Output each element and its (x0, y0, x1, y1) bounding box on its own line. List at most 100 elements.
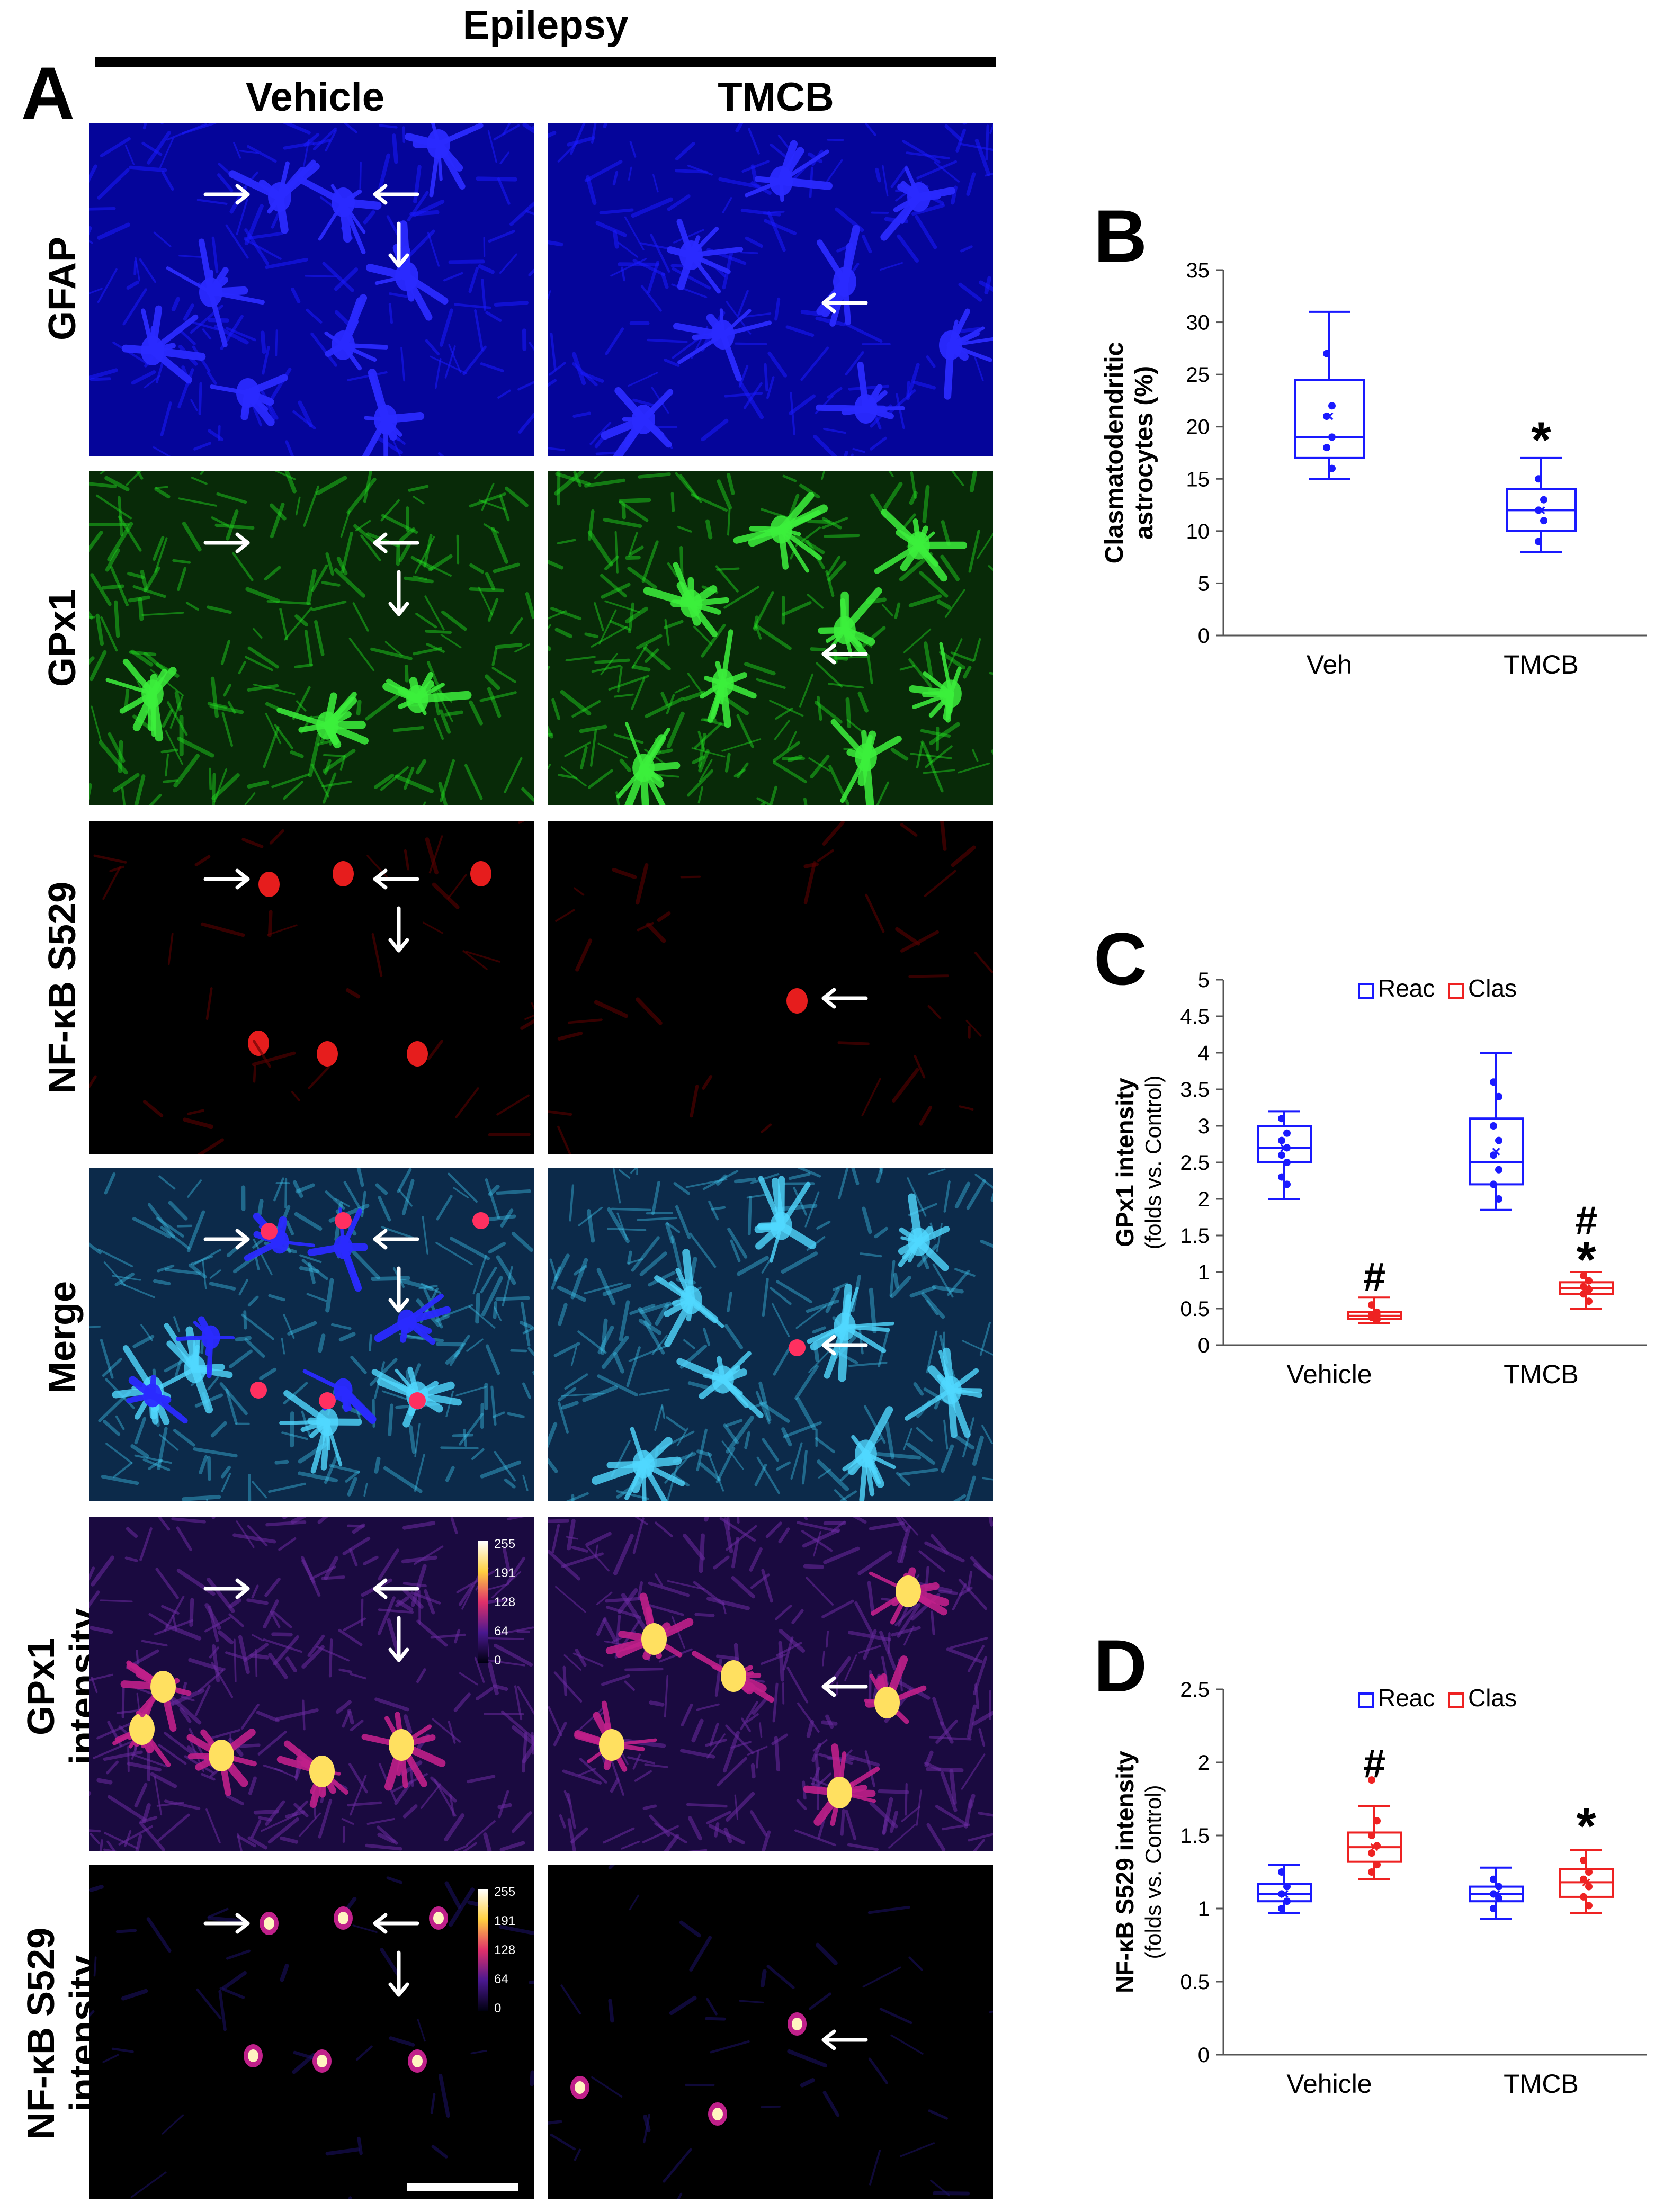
svg-text:Clasmatodendritic: Clasmatodendritic (1101, 342, 1129, 564)
data-point (1368, 1849, 1375, 1857)
svg-text:0: 0 (494, 1653, 501, 1668)
data-point (1283, 1159, 1291, 1166)
x-category-label: Vehicle (1286, 1359, 1372, 1389)
micrograph-blue-vehicle (89, 123, 534, 456)
group-bar (95, 57, 996, 67)
data-point (1540, 496, 1547, 504)
micrograph-merge-tmcb (548, 1168, 993, 1501)
svg-text:(folds vs. Control): (folds vs. Control) (1141, 1785, 1166, 1959)
micrograph-fire-sparse-vehicle: 255 191 128 64 0 (89, 1865, 534, 2199)
box-reac-tmcb (1469, 1052, 1524, 1211)
mean-marker: × (1536, 501, 1546, 519)
column-header-tmcb: TMCB (718, 75, 834, 120)
data-point (1283, 1897, 1291, 1905)
legend-label: Reac (1378, 974, 1435, 1002)
data-point (1368, 1868, 1375, 1876)
legend-label: Reac (1378, 1684, 1435, 1712)
data-point (1585, 1868, 1593, 1876)
mean-marker: × (1370, 1839, 1379, 1856)
data-point (1495, 1136, 1502, 1144)
data-point (1540, 517, 1547, 525)
x-category-label: Vehicle (1286, 2069, 1372, 2099)
data-point (1585, 1902, 1593, 1910)
data-point (1283, 1883, 1291, 1891)
data-point (1373, 1842, 1381, 1850)
mean-marker: × (1491, 1143, 1501, 1160)
svg-text:GPx1 intensity: GPx1 intensity (1111, 1078, 1139, 1247)
svg-text:191: 191 (494, 1566, 515, 1580)
micrograph-red-tmcb (548, 821, 993, 1154)
significance-hash: # (1363, 1741, 1385, 1786)
y-tick-label: 30 (1186, 311, 1210, 335)
y-tick-label: 0.5 (1180, 1971, 1210, 1994)
svg-text:0: 0 (494, 2001, 501, 2016)
data-point (1490, 1905, 1497, 1912)
mean-marker: × (1280, 1885, 1289, 1903)
data-point (1373, 1315, 1381, 1323)
mean-marker: × (1581, 1279, 1591, 1297)
data-point (1495, 1894, 1502, 1902)
data-point (1495, 1195, 1502, 1203)
y-tick-label: 5 (1198, 572, 1210, 595)
legend-label: Clas (1468, 1684, 1517, 1712)
y-tick-label: 3 (1198, 1115, 1210, 1138)
legend-swatch (1448, 983, 1464, 999)
data-point (1535, 506, 1542, 514)
y-tick-label: 2.5 (1180, 1678, 1210, 1701)
svg-text:64: 64 (494, 1972, 508, 1986)
y-tick-label: 1 (1198, 1261, 1210, 1284)
y-tick-label: 4 (1198, 1042, 1210, 1065)
data-point (1283, 1144, 1291, 1152)
y-tick-label: 4.5 (1180, 1005, 1210, 1028)
panel-a-letter: A (21, 51, 75, 135)
x-category-label: Veh (1307, 650, 1352, 679)
svg-text:128: 128 (494, 1595, 515, 1609)
svg-text:(folds vs. Control): (folds vs. Control) (1141, 1075, 1166, 1249)
y-tick-label: 0.5 (1180, 1297, 1210, 1321)
svg-text:255: 255 (494, 1537, 515, 1551)
micrograph-merge-vehicle (89, 1168, 534, 1501)
group-title: Epilepsy (462, 3, 629, 48)
y-tick-label: 1 (1198, 1897, 1210, 1921)
data-point (1278, 1868, 1285, 1876)
data-point (1490, 1122, 1497, 1130)
data-point (1278, 1151, 1285, 1159)
box-series-tmcb (1506, 456, 1577, 553)
significance-asterisk: * (1576, 1798, 1596, 1855)
y-tick-label: 0 (1198, 624, 1210, 648)
data-point (1495, 1092, 1502, 1100)
data-point (1328, 402, 1336, 410)
data-point (1278, 1173, 1285, 1181)
x-category-label: TMCB (1504, 2069, 1579, 2099)
panel-d-letter: D (1094, 1624, 1148, 1707)
data-point (1328, 433, 1336, 441)
legend-swatch (1358, 1692, 1374, 1708)
chart-panel-d: 0 0.5 1 1.5 2 2.5 Vehicle TMCB × × × × # * Reac Clas NF-… (1091, 1673, 1658, 2113)
significance-asterisk: * (1531, 412, 1551, 469)
data-point (1490, 1875, 1497, 1883)
legend-label: Clas (1468, 974, 1517, 1002)
svg-text:255: 255 (494, 1885, 515, 1899)
x-category-label: TMCB (1504, 650, 1579, 679)
data-point (1580, 1893, 1587, 1901)
data-point (1323, 413, 1330, 420)
y-axis-label: NF-κB S529 intensity (folds vs. Control) (1111, 1751, 1166, 1993)
data-point (1580, 1271, 1587, 1279)
data-point (1580, 1290, 1587, 1298)
svg-text:NF-κB S529 intensity: NF-κB S529 intensity (1111, 1751, 1139, 1993)
significance-asterisk: * (1576, 1231, 1596, 1288)
data-point (1490, 1890, 1497, 1898)
legend-swatch (1448, 1692, 1464, 1708)
svg-text:astrocytes (%): astrocytes (%) (1130, 366, 1158, 540)
data-point (1490, 1078, 1497, 1086)
mean-marker: × (1581, 1874, 1591, 1891)
micrograph-green-tmcb (548, 471, 993, 805)
legend-swatch (1358, 983, 1374, 999)
mean-marker: × (1491, 1885, 1501, 1903)
svg-text:191: 191 (494, 1914, 515, 1928)
y-tick-label: 15 (1186, 468, 1210, 491)
micrograph-fire-vehicle: 255 191 128 64 0 (89, 1517, 534, 1851)
y-tick-label: 2.5 (1180, 1151, 1210, 1175)
chart-panel-b: 0 5 10 15 20 25 30 35 Veh TMCB × × * Clasmatodendriti… (1091, 254, 1658, 699)
